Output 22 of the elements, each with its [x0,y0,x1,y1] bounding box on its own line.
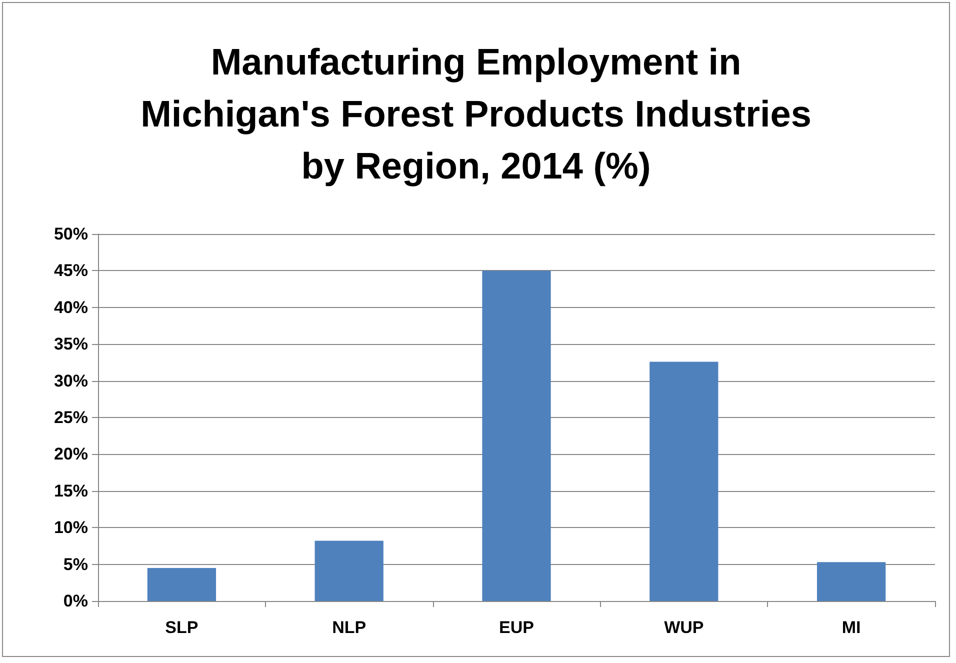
x-tick-label: NLP [332,618,366,637]
y-tick-label: 30% [54,371,88,390]
y-tick-label: 0% [63,592,88,610]
bar [482,270,551,601]
y-tick-label: 20% [54,444,88,464]
y-tick-label: 35% [54,334,88,354]
x-tick-label: EUP [499,618,534,637]
y-tick-label: 40% [54,298,88,317]
x-tick-label: MI [842,618,861,637]
x-tick-label: WUP [664,618,704,637]
y-tick-label: 25% [54,408,88,427]
y-tick-label: 15% [54,481,88,500]
y-tick-label: 5% [63,554,88,574]
y-tick-label: 45% [54,261,88,280]
bar [650,362,718,601]
bar [816,562,886,601]
bar [147,568,216,601]
chart-title: Manufacturing Employment in Michigan's Forest Products Industries by Region, 2014 (%) [140,42,812,186]
x-tick-label: SLP [165,618,198,637]
y-tick-label: 10% [54,518,88,538]
bar [314,540,384,601]
y-tick-label: 50% [54,224,88,244]
